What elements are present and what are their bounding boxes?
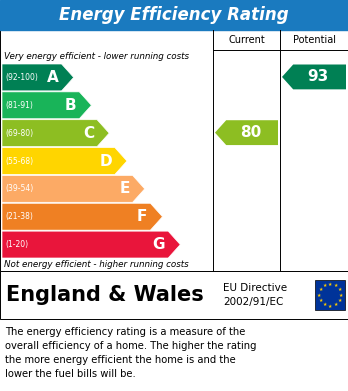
Text: (92-100): (92-100): [5, 73, 38, 82]
Bar: [0, 271, 348, 319]
Text: ★: ★: [337, 287, 342, 292]
Text: B: B: [65, 98, 76, 113]
Polygon shape: [215, 120, 278, 145]
Polygon shape: [2, 120, 109, 147]
Text: ★: ★: [318, 287, 323, 292]
Text: (21-38): (21-38): [5, 212, 33, 221]
Text: ★: ★: [328, 303, 332, 308]
Text: (81-91): (81-91): [5, 101, 33, 110]
Polygon shape: [2, 231, 180, 258]
Text: Potential: Potential: [293, 35, 335, 45]
Text: ★: ★: [337, 298, 342, 303]
Text: C: C: [83, 126, 94, 141]
Text: ★: ★: [333, 302, 338, 307]
Bar: [0, 0, 348, 30]
Bar: [0, 30, 348, 271]
Text: A: A: [47, 70, 58, 85]
Text: EU Directive
2002/91/EC: EU Directive 2002/91/EC: [223, 283, 287, 307]
Text: G: G: [153, 237, 165, 252]
Text: ★: ★: [328, 282, 332, 287]
Bar: [315, 280, 345, 310]
Polygon shape: [2, 176, 145, 202]
Text: The energy efficiency rating is a measure of the
overall efficiency of a home. T: The energy efficiency rating is a measur…: [5, 327, 256, 379]
Text: ★: ★: [333, 283, 338, 288]
Polygon shape: [282, 65, 346, 90]
Text: ★: ★: [339, 292, 343, 298]
Text: (69-80): (69-80): [5, 129, 33, 138]
Text: England & Wales: England & Wales: [6, 285, 204, 305]
Text: D: D: [99, 154, 112, 169]
Text: ★: ★: [317, 292, 321, 298]
Text: E: E: [119, 181, 129, 196]
Text: Very energy efficient - lower running costs: Very energy efficient - lower running co…: [4, 52, 189, 61]
Text: F: F: [137, 209, 148, 224]
Text: 80: 80: [240, 125, 261, 140]
Polygon shape: [2, 64, 74, 91]
Text: ★: ★: [318, 298, 323, 303]
Polygon shape: [2, 147, 127, 174]
Text: Energy Efficiency Rating: Energy Efficiency Rating: [59, 6, 289, 24]
Text: (55-68): (55-68): [5, 156, 33, 165]
Text: ★: ★: [322, 302, 327, 307]
Text: 93: 93: [307, 70, 329, 84]
Polygon shape: [2, 92, 92, 119]
Text: ★: ★: [322, 283, 327, 288]
Text: Current: Current: [228, 35, 265, 45]
Text: (1-20): (1-20): [5, 240, 28, 249]
Text: (39-54): (39-54): [5, 185, 33, 194]
Text: Not energy efficient - higher running costs: Not energy efficient - higher running co…: [4, 260, 189, 269]
Polygon shape: [2, 203, 163, 230]
